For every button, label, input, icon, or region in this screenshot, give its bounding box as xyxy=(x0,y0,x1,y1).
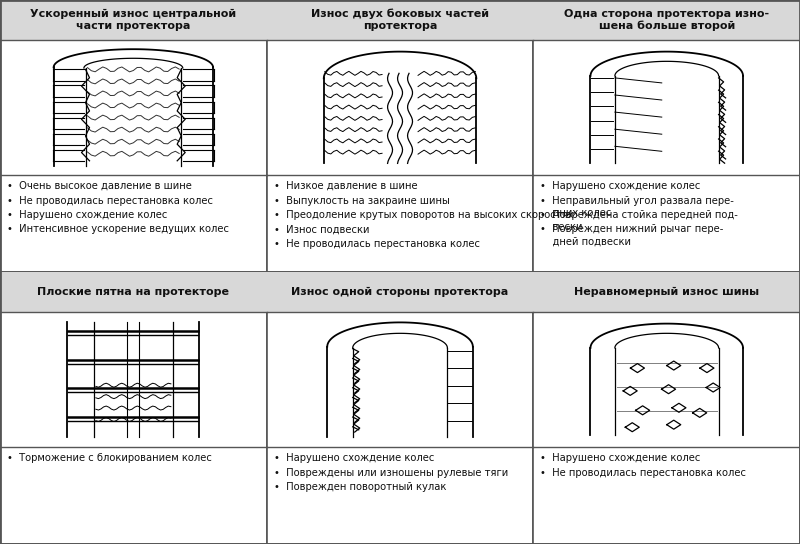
Bar xyxy=(266,272,534,544)
Text: Плоские пятна на протекторе: Плоские пятна на протекторе xyxy=(38,287,230,297)
Text: •  Очень высокое давление в шине: • Очень высокое давление в шине xyxy=(7,181,192,191)
Bar xyxy=(534,272,800,544)
Bar xyxy=(0,272,266,544)
Text: •  Не проводилась перестановка колес: • Не проводилась перестановка колес xyxy=(7,195,213,206)
Bar xyxy=(534,0,800,272)
Text: •  Повреждена стойка передней под-: • Повреждена стойка передней под- xyxy=(541,210,738,220)
Text: Износ одной стороны протектора: Износ одной стороны протектора xyxy=(291,287,509,297)
Bar xyxy=(0,0,266,40)
Text: Одна сторона протектора изно-
шена больше второй: Одна сторона протектора изно- шена больш… xyxy=(564,9,770,31)
Text: •  Не проводилась перестановка колес: • Не проводилась перестановка колес xyxy=(541,467,746,478)
Bar xyxy=(534,0,800,40)
Text: Неравномерный износ шины: Неравномерный износ шины xyxy=(574,287,759,297)
Text: дней подвески: дней подвески xyxy=(541,237,631,247)
Text: •  Повреждены или изношены рулевые тяги: • Повреждены или изношены рулевые тяги xyxy=(274,467,508,478)
Text: •  Торможение с блокированием колес: • Торможение с блокированием колес xyxy=(7,453,212,463)
Text: •  Износ подвески: • Износ подвески xyxy=(274,225,370,234)
Text: •  Интенсивное ускорение ведущих колес: • Интенсивное ускорение ведущих колес xyxy=(7,225,229,234)
Text: •  Не проводилась перестановка колес: • Не проводилась перестановка колес xyxy=(274,239,480,249)
Bar xyxy=(266,272,534,312)
Text: •  Поврежден нижний рычаг пере-: • Поврежден нижний рычаг пере- xyxy=(541,225,724,234)
Text: •  Нарушено схождение колес: • Нарушено схождение колес xyxy=(7,210,167,220)
Bar xyxy=(0,0,266,272)
Bar xyxy=(266,0,534,40)
Text: •  Низкое давление в шине: • Низкое давление в шине xyxy=(274,181,418,191)
Text: •  Неправильный угол развала пере-: • Неправильный угол развала пере- xyxy=(541,195,734,206)
Text: •  Нарушено схождение колес: • Нарушено схождение колес xyxy=(541,181,701,191)
Bar xyxy=(0,272,266,312)
Text: дних колес: дних колес xyxy=(541,208,612,218)
Text: •  Нарушено схождение колес: • Нарушено схождение колес xyxy=(274,453,434,463)
Text: •  Поврежден поворотный кулак: • Поврежден поворотный кулак xyxy=(274,482,446,492)
Bar xyxy=(534,272,800,312)
Text: •  Нарушено схождение колес: • Нарушено схождение колес xyxy=(541,453,701,463)
Text: Ускоренный износ центральной
части протектора: Ускоренный износ центральной части проте… xyxy=(30,9,237,31)
Text: Износ двух боковых частей
протектора: Износ двух боковых частей протектора xyxy=(311,9,489,31)
Text: •  Преодоление крутых поворотов на высоких скоростях: • Преодоление крутых поворотов на высоки… xyxy=(274,210,573,220)
Text: вески: вески xyxy=(541,222,583,232)
Text: •  Выпуклость на закраине шины: • Выпуклость на закраине шины xyxy=(274,195,450,206)
Bar xyxy=(266,0,534,272)
